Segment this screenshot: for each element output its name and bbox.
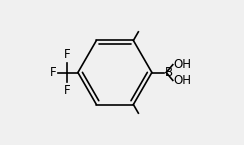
Text: OH: OH — [173, 74, 191, 87]
Text: OH: OH — [173, 58, 191, 71]
Text: B: B — [165, 66, 173, 79]
Text: F: F — [50, 66, 56, 79]
Text: F: F — [64, 84, 71, 97]
Text: F: F — [64, 48, 71, 61]
